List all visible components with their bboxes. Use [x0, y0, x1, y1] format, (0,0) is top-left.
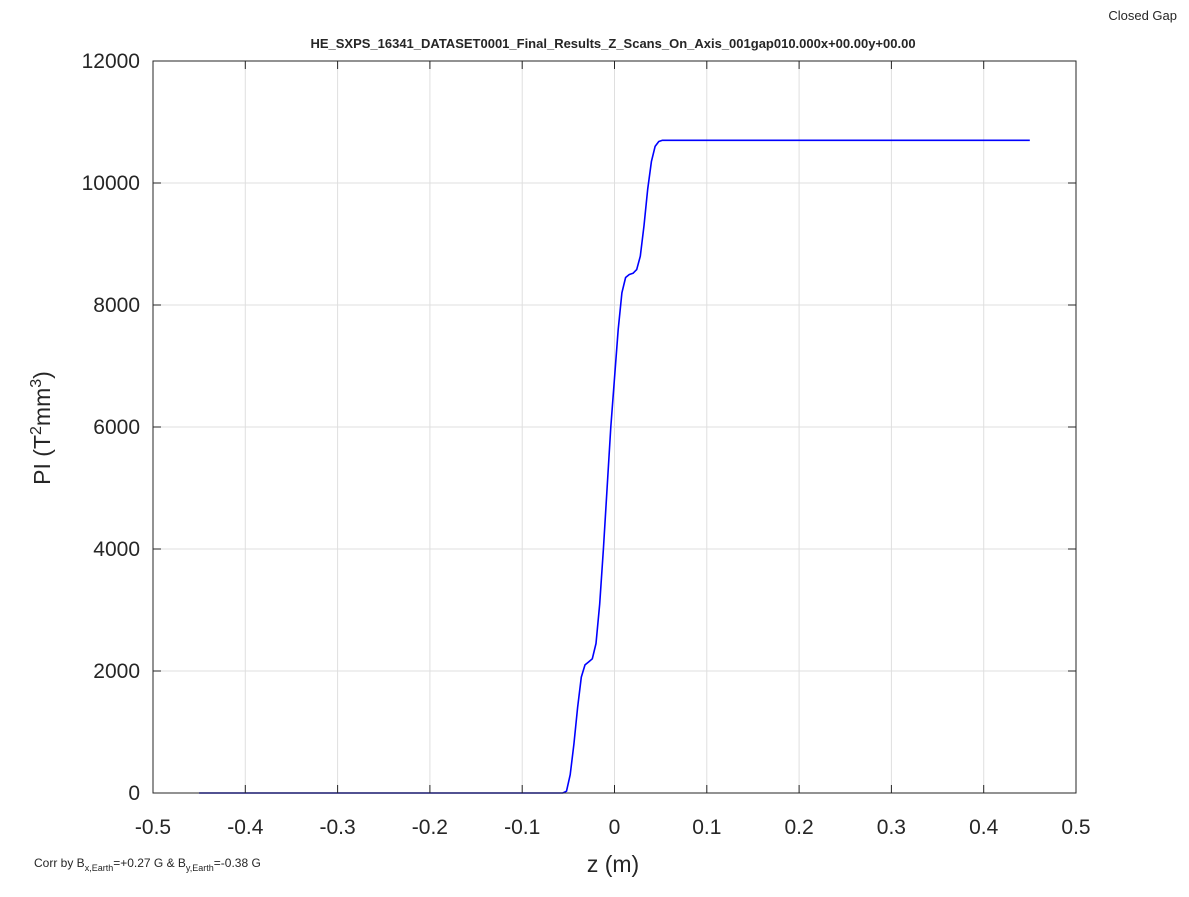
- x-tick-label: 0: [609, 816, 621, 839]
- x-tick-label: 0.4: [969, 816, 999, 839]
- series-line: [199, 139, 1030, 794]
- footnote-bx-value: =+0.27 G & B: [113, 856, 186, 870]
- y-axis-label: PI (T2mm3): [28, 371, 55, 485]
- x-tick-label: 0.2: [784, 816, 813, 839]
- earth-field-correction-note: Corr by Bx,Earth=+0.27 G & By,Earth=-0.3…: [34, 856, 261, 873]
- closed-gap-label: Closed Gap: [1108, 8, 1177, 23]
- y-axis-label-sup2: 3: [28, 379, 45, 388]
- footnote-prefix: Corr by B: [34, 856, 85, 870]
- y-tick-label: 6000: [93, 416, 140, 439]
- y-axis-label-base: PI (T: [29, 435, 55, 485]
- y-tick-label: 10000: [82, 172, 140, 195]
- x-tick-label: 0.1: [692, 816, 721, 839]
- x-tick-label: -0.2: [412, 816, 448, 839]
- x-tick-label: 0.3: [877, 816, 906, 839]
- y-axis-label-mid: mm: [29, 388, 55, 426]
- x-tick-label: -0.4: [227, 816, 264, 839]
- chart-title: HE_SXPS_16341_DATASET0001_Final_Results_…: [310, 36, 915, 51]
- y-tick-label: 8000: [93, 294, 140, 317]
- plot-area: [199, 139, 1030, 794]
- y-tick-label: 0: [128, 782, 140, 805]
- x-tick-label: -0.5: [135, 816, 171, 839]
- y-tick-label: 2000: [93, 660, 140, 683]
- footnote-bx-subscript: x,Earth: [84, 863, 114, 873]
- x-tick-label: -0.3: [320, 816, 356, 839]
- y-axis-label-end: ): [29, 371, 55, 379]
- grid: [152, 60, 1077, 794]
- x-axis-label: z (m): [587, 851, 639, 877]
- footnote-by-subscript: y,Earth: [185, 863, 214, 873]
- x-tick-label: -0.1: [504, 816, 540, 839]
- y-tick-label: 4000: [93, 538, 140, 561]
- x-tick-label: 0.5: [1061, 816, 1090, 839]
- footnote-by-value: =-0.38 G: [213, 856, 261, 870]
- ticks: -0.5 -0.4 -0.3 -0.2 -0.1 0 0.1 0.2 0.3 0.4 0.5 0 200…: [82, 50, 1091, 839]
- y-tick-label: 12000: [82, 50, 140, 73]
- y-axis-label-sup1: 2: [28, 426, 45, 435]
